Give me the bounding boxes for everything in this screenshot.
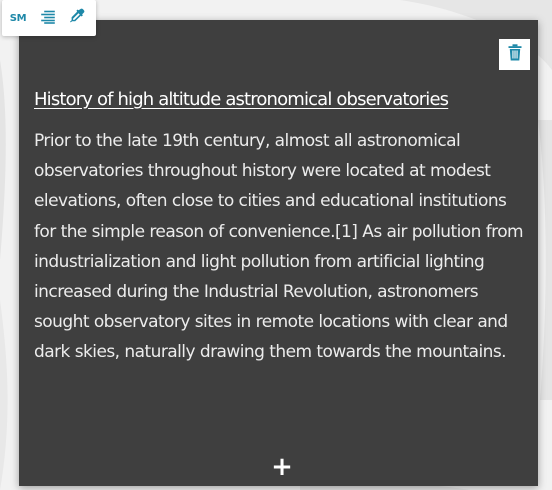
text-size-label: SM xyxy=(9,12,27,24)
align-button[interactable] xyxy=(34,0,62,36)
card-title[interactable]: History of high altitude astronomical ob… xyxy=(34,89,449,110)
card-body-text[interactable]: Prior to the late 19th century, almost a… xyxy=(34,131,524,363)
delete-button[interactable] xyxy=(499,39,530,70)
format-toolbar: SM xyxy=(2,0,96,36)
eyedropper-icon xyxy=(69,8,85,28)
content-card: History of high altitude astronomical ob… xyxy=(19,20,538,486)
text-size-button[interactable]: SM xyxy=(2,0,34,36)
color-picker-button[interactable] xyxy=(62,0,92,36)
align-right-icon xyxy=(41,9,55,28)
trash-icon xyxy=(508,44,522,65)
add-button[interactable]: + xyxy=(271,452,293,482)
